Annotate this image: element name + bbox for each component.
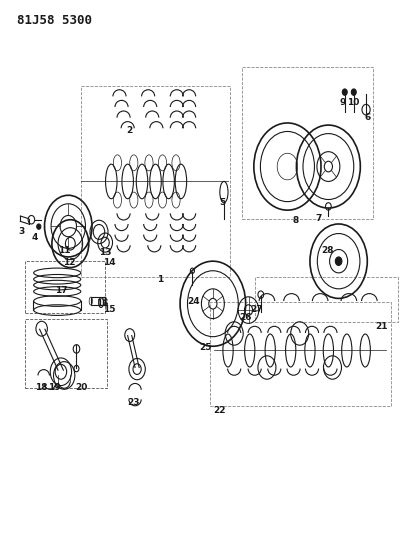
Text: 17: 17 (55, 286, 68, 295)
Text: 25: 25 (199, 343, 212, 352)
Text: 7: 7 (315, 214, 321, 223)
Text: 6: 6 (364, 113, 370, 122)
Text: 16: 16 (96, 299, 109, 308)
Text: 22: 22 (214, 406, 226, 415)
Text: 24: 24 (187, 296, 199, 305)
Bar (91, 297, 105, 305)
Circle shape (335, 257, 342, 265)
Text: 12: 12 (63, 258, 76, 266)
Bar (81, 86, 230, 277)
Circle shape (351, 89, 356, 95)
Text: 3: 3 (19, 228, 25, 237)
Text: 9: 9 (339, 98, 346, 107)
Circle shape (342, 89, 347, 95)
Text: 21: 21 (375, 321, 388, 330)
Text: 18: 18 (35, 383, 47, 392)
Text: 11: 11 (58, 246, 70, 255)
Text: 23: 23 (127, 398, 140, 407)
Bar (25, 261, 105, 313)
Text: 8: 8 (293, 216, 299, 225)
Text: 28: 28 (321, 246, 334, 255)
Text: 2: 2 (127, 126, 133, 135)
Text: 10: 10 (347, 98, 359, 107)
Text: 14: 14 (103, 258, 115, 266)
Text: 4: 4 (31, 233, 37, 242)
Text: 13: 13 (99, 248, 111, 257)
Text: 20: 20 (76, 383, 88, 392)
Text: 27: 27 (250, 304, 263, 313)
Bar (25, 319, 107, 387)
Text: 81J58 5300: 81J58 5300 (17, 14, 92, 27)
Text: 15: 15 (103, 304, 115, 313)
Circle shape (37, 224, 41, 229)
Text: 5: 5 (219, 198, 225, 207)
Text: 19: 19 (48, 383, 60, 392)
Text: 1: 1 (157, 275, 164, 284)
Bar (210, 302, 390, 406)
Text: 26: 26 (239, 312, 252, 321)
Bar (255, 277, 398, 322)
Bar (242, 67, 374, 219)
